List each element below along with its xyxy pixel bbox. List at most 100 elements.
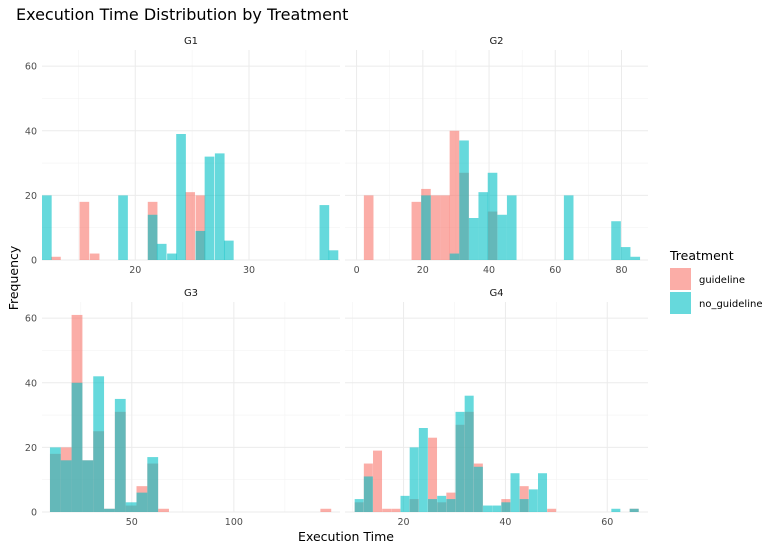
- bar-guideline: [430, 195, 441, 260]
- bar-no-guideline: [82, 460, 94, 512]
- bar-no-guideline: [400, 495, 410, 512]
- bar-no-guideline: [156, 243, 167, 260]
- bar-no-guideline: [118, 195, 128, 260]
- bar-no-guideline: [630, 256, 641, 260]
- facet-strip-label: G4: [489, 288, 503, 299]
- facet-panels: G1 0 20 40 60 20 30 G2 0 20 40 60 80 G3 0 20 40 60 50 100 G4…: [25, 36, 648, 528]
- bar-no-guideline: [104, 508, 115, 512]
- facet-g3: G3 0 20 40 60 50 100: [25, 288, 340, 528]
- x-tick-label: 40: [483, 265, 495, 276]
- bar-no-guideline: [409, 447, 419, 512]
- bar-no-guideline: [167, 253, 177, 260]
- legend-label-guideline: guideline: [699, 275, 745, 286]
- bar-no-guideline: [421, 195, 431, 260]
- bar-no-guideline: [195, 230, 206, 260]
- bar-guideline: [547, 508, 557, 512]
- bar-no-guideline: [611, 221, 621, 260]
- bar-guideline: [411, 201, 422, 260]
- bar-no-guideline: [611, 508, 621, 512]
- y-tick-label: 40: [25, 378, 37, 389]
- facet-strip-label: G2: [489, 36, 503, 47]
- bar-no-guideline: [501, 502, 511, 512]
- bar-guideline: [320, 508, 332, 512]
- bar-guideline: [195, 195, 206, 260]
- bar-guideline: [440, 195, 450, 260]
- bar-no-guideline: [125, 502, 137, 512]
- bar-no-guideline: [114, 398, 126, 512]
- y-tick-label: 0: [31, 256, 37, 267]
- bar-no-guideline: [473, 466, 483, 512]
- bar-no-guideline: [464, 395, 474, 512]
- bar-guideline: [79, 201, 90, 260]
- bar-no-guideline: [49, 447, 61, 512]
- y-tick-label: 0: [31, 508, 37, 519]
- x-tick-label: 50: [126, 517, 138, 528]
- bar-no-guideline: [147, 457, 159, 512]
- y-tick-label: 40: [25, 126, 37, 137]
- bar-no-guideline: [328, 250, 339, 260]
- legend-key-no-guideline: [670, 292, 691, 314]
- bar-guideline: [391, 508, 401, 512]
- x-axis-title: Execution Time: [298, 529, 394, 544]
- bar-no-guideline: [214, 153, 225, 260]
- bar-no-guideline: [487, 172, 498, 260]
- bar-no-guideline: [60, 460, 72, 512]
- bar-no-guideline: [446, 499, 456, 512]
- bar-guideline: [51, 256, 61, 260]
- x-tick-label: 0: [354, 265, 360, 276]
- bar-no-guideline: [71, 382, 83, 512]
- bar-no-guideline: [354, 499, 364, 512]
- chart-title: Execution Time Distribution by Treatment: [16, 5, 348, 24]
- bar-no-guideline: [176, 134, 186, 260]
- bar-no-guideline: [223, 240, 234, 260]
- bar-no-guideline: [528, 489, 538, 512]
- y-tick-label: 60: [25, 62, 37, 73]
- bar-no-guideline: [418, 428, 428, 512]
- legend-title: Treatment: [669, 248, 734, 263]
- bar-no-guideline: [510, 473, 520, 512]
- bar-no-guideline: [538, 473, 548, 512]
- bar-guideline: [428, 437, 438, 512]
- x-tick-label: 60: [601, 517, 613, 528]
- y-tick-label: 20: [25, 191, 37, 202]
- bar-no-guideline: [459, 140, 469, 260]
- legend-key-guideline: [670, 268, 691, 290]
- bar-no-guideline: [468, 218, 479, 260]
- x-tick-label: 100: [225, 517, 243, 528]
- x-tick-label: 20: [398, 517, 410, 528]
- bar-no-guideline: [492, 505, 502, 512]
- bar-no-guideline: [497, 214, 507, 260]
- bar-no-guideline: [363, 476, 373, 512]
- y-tick-label: 60: [25, 314, 37, 325]
- bar-guideline: [185, 192, 195, 260]
- y-tick-label: 20: [25, 443, 37, 454]
- x-tick-label: 80: [615, 265, 627, 276]
- x-tick-label: 20: [417, 265, 429, 276]
- bar-no-guideline: [204, 156, 215, 260]
- legend: Treatment guideline no_guideline: [669, 248, 762, 314]
- facet-strip-label: G1: [184, 36, 198, 47]
- bar-no-guideline: [519, 499, 529, 512]
- facet-strip-label: G3: [184, 288, 198, 299]
- bar-no-guideline: [428, 499, 438, 512]
- bar-guideline: [449, 130, 460, 260]
- bar-guideline: [89, 253, 100, 260]
- x-tick-label: 20: [129, 265, 141, 276]
- bar-no-guideline: [629, 508, 639, 512]
- bar-no-guideline: [478, 192, 489, 260]
- bar-no-guideline: [449, 253, 460, 260]
- bar-no-guideline: [620, 247, 631, 260]
- bar-no-guideline: [136, 492, 148, 512]
- bar-no-guideline: [42, 195, 52, 260]
- bar-guideline: [158, 508, 169, 512]
- bar-no-guideline: [319, 205, 330, 260]
- legend-label-no-guideline: no_guideline: [699, 299, 762, 310]
- x-tick-label: 60: [549, 265, 561, 276]
- bar-no-guideline: [455, 411, 465, 512]
- facet-g1: G1 0 20 40 60 20 30: [25, 36, 340, 276]
- bar-no-guideline: [483, 505, 493, 512]
- y-axis-title: Frequency: [6, 245, 21, 310]
- bar-no-guideline: [93, 376, 105, 512]
- bar-no-guideline: [437, 495, 447, 512]
